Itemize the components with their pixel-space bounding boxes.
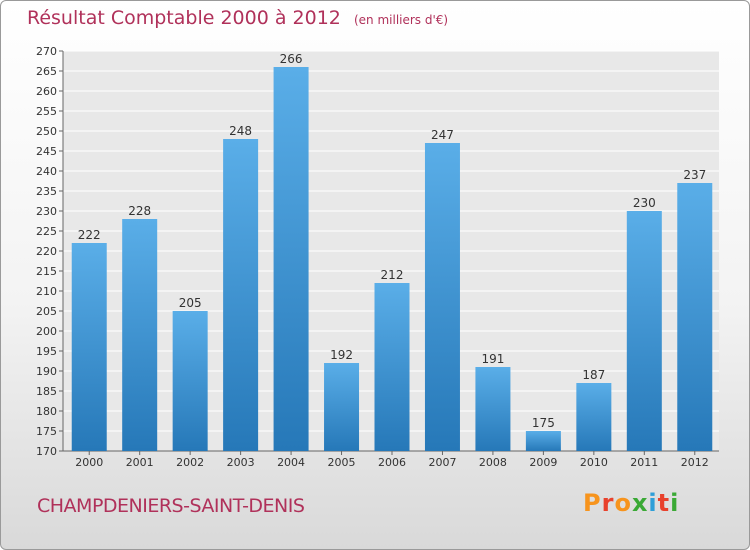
x-tick-label-2006: 2006	[378, 456, 406, 469]
brand-letter: t	[657, 489, 671, 517]
data-label-2000: 222	[78, 228, 101, 242]
y-tick-label: 190	[36, 365, 57, 378]
data-label-2005: 192	[330, 348, 353, 362]
x-tick-label-2000: 2000	[75, 456, 103, 469]
data-label-2001: 228	[128, 204, 151, 218]
y-tick-label: 230	[36, 205, 57, 218]
bar-2002	[172, 311, 208, 451]
bar-2003	[223, 139, 259, 451]
bar-2006	[374, 283, 410, 451]
bar-2000	[71, 243, 107, 451]
data-label-2003: 248	[229, 124, 252, 138]
chart-title: Résultat Comptable 2000 à 2012	[27, 7, 341, 29]
brand-letter: r	[601, 489, 615, 517]
x-tick-label-2002: 2002	[176, 456, 204, 469]
y-tick-label: 250	[36, 125, 57, 138]
data-label-2002: 205	[179, 296, 202, 310]
data-label-2004: 266	[280, 52, 303, 66]
y-tick-label: 215	[36, 265, 57, 278]
y-tick-label: 255	[36, 105, 57, 118]
y-tick-label: 265	[36, 65, 57, 78]
y-tick-label: 185	[36, 385, 57, 398]
data-label-2006: 212	[381, 268, 404, 282]
y-tick-label: 170	[36, 445, 57, 458]
data-label-2010: 187	[582, 368, 605, 382]
y-tick-label: 240	[36, 165, 57, 178]
y-tick-label: 210	[36, 285, 57, 298]
title-line: Résultat Comptable 2000 à 2012 (en milli…	[27, 7, 448, 29]
bar-2011	[626, 211, 662, 451]
chart-subtitle: (en milliers d'€)	[353, 13, 449, 27]
y-tick-label: 180	[36, 405, 57, 418]
commune-name: CHAMPDENIERS-SAINT-DENIS	[37, 495, 305, 517]
y-tick-label: 245	[36, 145, 57, 158]
y-tick-label: 200	[36, 325, 57, 338]
y-tick-label: 260	[36, 85, 57, 98]
data-label-2009: 175	[532, 416, 555, 430]
brand-letter: i	[648, 489, 658, 517]
y-tick-label: 220	[36, 245, 57, 258]
y-tick-label: 270	[36, 45, 57, 58]
bar-2004	[273, 67, 309, 451]
x-tick-label-2012: 2012	[681, 456, 709, 469]
y-tick-label: 175	[36, 425, 57, 438]
bar-2001	[122, 219, 158, 451]
x-tick-label-2005: 2005	[328, 456, 356, 469]
x-tick-label-2009: 2009	[529, 456, 557, 469]
brand-letter: o	[614, 489, 632, 517]
data-label-2007: 247	[431, 128, 454, 142]
brand-letter: P	[583, 489, 602, 517]
data-label-2011: 230	[633, 196, 656, 210]
x-tick-label-2004: 2004	[277, 456, 305, 469]
data-label-2012: 237	[683, 168, 706, 182]
x-tick-label-2007: 2007	[428, 456, 456, 469]
y-tick-label: 205	[36, 305, 57, 318]
proxiti-logo: Proxiti	[583, 489, 679, 517]
x-tick-label-2011: 2011	[630, 456, 658, 469]
x-tick-label-2001: 2001	[126, 456, 154, 469]
y-tick-label: 235	[36, 185, 57, 198]
y-tick-label: 195	[36, 345, 57, 358]
bar-2010	[576, 383, 612, 451]
x-tick-label-2003: 2003	[227, 456, 255, 469]
bar-2005	[324, 363, 360, 451]
bar-2012	[677, 183, 713, 451]
brand-letter: x	[631, 489, 649, 517]
bar-2007	[424, 143, 460, 451]
y-tick-label: 225	[36, 225, 57, 238]
x-tick-label-2008: 2008	[479, 456, 507, 469]
x-tick-label-2010: 2010	[580, 456, 608, 469]
data-label-2008: 191	[481, 352, 504, 366]
brand-letter: i	[670, 489, 680, 517]
bar-2008	[475, 367, 511, 451]
bar-2009	[525, 431, 561, 451]
